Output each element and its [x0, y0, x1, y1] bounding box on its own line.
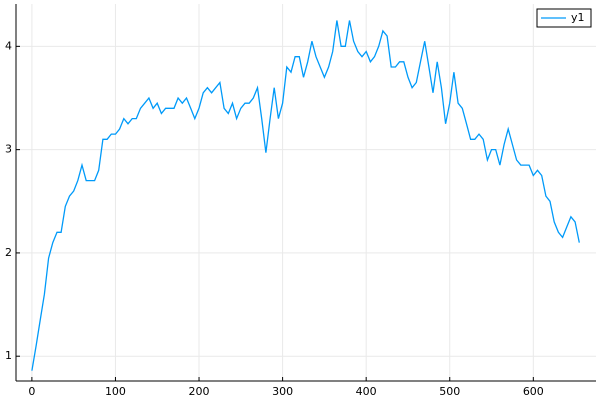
x-tick-label: 100	[105, 385, 126, 398]
x-tick-label: 200	[189, 385, 210, 398]
x-tick-label: 500	[439, 385, 460, 398]
legend-label: y1	[571, 11, 585, 24]
x-tick-label: 0	[28, 385, 35, 398]
line	[31, 20, 580, 371]
x-tick-label: 400	[356, 385, 377, 398]
y-tick-label: 1	[5, 349, 12, 362]
x-tick-label: 600	[523, 385, 544, 398]
x-tick-label: 300	[272, 385, 293, 398]
y-tick-label: 4	[5, 39, 12, 52]
y-tick-label: 2	[5, 246, 12, 259]
y-tick-label: 3	[5, 143, 12, 156]
